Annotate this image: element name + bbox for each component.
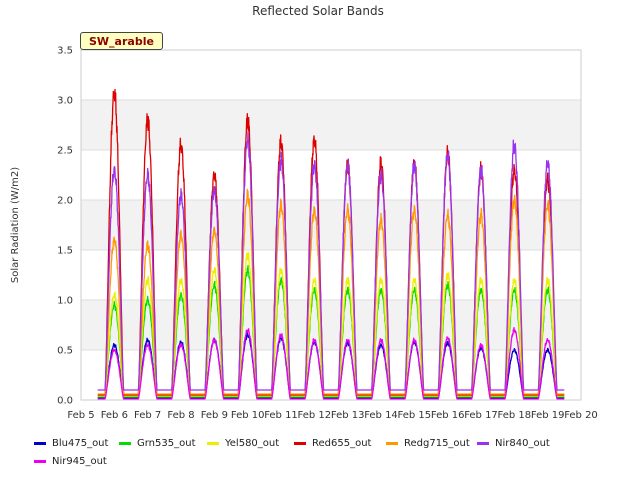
legend-label: Redg715_out [404,437,470,449]
y-tick-label: 0.5 [57,346,73,357]
legend-label: Yel580_out [225,437,280,449]
y-tick-label: 1.0 [57,296,73,307]
legend-item: Nir945_out [34,454,118,468]
plot-frame [80,49,582,401]
x-tick-label: Feb 16 [431,410,465,421]
x-tick-label: Feb 20 [564,410,598,421]
legend-swatch [386,441,398,445]
legend-swatch [294,441,306,445]
x-tick-label: Feb 9 [201,410,228,421]
legend-label: Nir840_out [495,437,550,449]
legend-label: Grn535_out [137,437,196,449]
series-line-nir945-out [97,327,565,400]
series-line-redg715-out [97,188,565,395]
y-axis: 0.0 0.5 1.0 1.5 2.0 2.5 3.0 3.5 [57,46,73,407]
legend-item: Yel580_out [207,436,293,450]
x-tick-label: Feb 18 [498,410,532,421]
legend-item: Grn535_out [119,436,206,450]
y-axis-title: Solar Radiation (W/m2) [10,167,21,283]
x-tick-label: Feb 17 [464,410,498,421]
x-axis: Feb 5 Feb 6 Feb 7 Feb 8 Feb 9 Feb 10 Feb 11 Feb… [67,410,597,421]
chart-title: Reflected Solar Bands [252,4,384,18]
legend: Blu475_out Grn535_out Yel580_out Red655_out… [34,436,634,468]
series-line-yel580-out [97,251,565,397]
x-tick-label: Feb 14 [364,410,398,421]
plot-background [81,50,581,400]
y-tick-label: 3.0 [57,96,73,107]
x-tick-label: Feb 11 [264,410,298,421]
x-tick-label: Feb 19 [531,410,565,421]
x-tick-label: Feb 6 [101,410,128,421]
legend-swatch [34,441,46,445]
y-tick-label: 2.0 [57,196,73,207]
y-tick-label: 2.5 [57,146,73,157]
legend-item: Redg715_out [386,436,476,450]
legend-swatch [477,441,489,445]
grid-band [81,200,581,250]
legend-label: Red655_out [312,437,372,449]
series-lines [97,88,565,400]
grid-band [81,100,581,150]
x-tick-label: Feb 5 [67,410,94,421]
x-tick-label: Feb 8 [167,410,194,421]
y-tick-label: 3.5 [57,46,73,57]
legend-item: Red655_out [294,436,385,450]
legend-label: Nir945_out [52,455,107,467]
legend-item: Nir840_out [477,436,561,450]
y-tick-label: 0.0 [57,396,73,407]
y-tick-label: 1.5 [57,246,73,257]
x-tick-label: Feb 7 [134,410,161,421]
legend-label: Blu475_out [52,437,109,449]
legend-swatch [34,459,46,463]
series-line-nir840-out [97,131,565,391]
legend-swatch [207,441,219,445]
legend-item: Blu475_out [34,436,118,450]
x-tick-label: Feb 13 [331,410,365,421]
grid-band [81,300,581,350]
x-tick-label: Feb 10 [231,410,265,421]
x-tick-label: Feb 15 [398,410,432,421]
site-label-badge: SW_arable [80,32,163,50]
legend-swatch [119,441,131,445]
x-tick-label: Feb 12 [298,410,332,421]
